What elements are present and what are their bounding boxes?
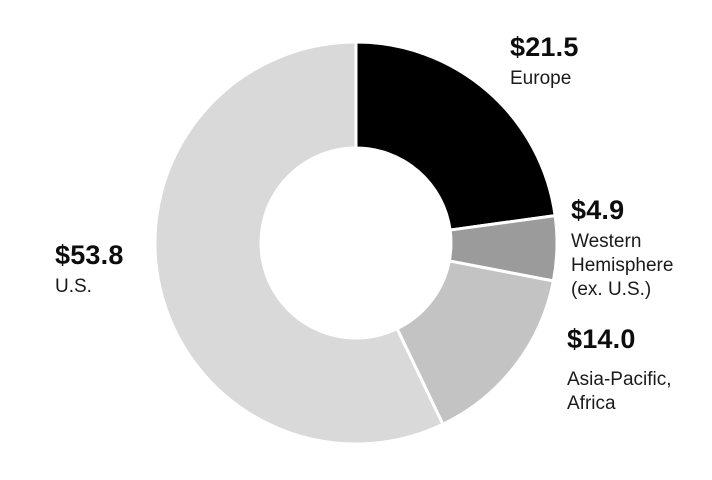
label-us-name: U.S. [55, 275, 92, 297]
label-asia-pacific-africa-name: Asia-Pacific, Africa [567, 368, 672, 414]
label-europe-name: Europe [510, 67, 572, 89]
donut-segment-us [153, 40, 445, 446]
label-western-hemisphere-name: Western Hemisphere (ex. U.S.) [571, 230, 674, 301]
label-asia-pacific-africa: $14.0 Asia-Pacific, Africa [567, 324, 672, 416]
label-asia-pacific-africa-value: $14.0 [567, 324, 636, 354]
label-europe-value: $21.5 [510, 32, 579, 62]
label-western-hemisphere: $4.9 Western Hemisphere (ex. U.S.) [571, 195, 674, 303]
label-us: $53.8 U.S. [55, 240, 124, 299]
label-western-hemisphere-value: $4.9 [571, 195, 625, 225]
donut-segment-asia-pacific-africa [395, 259, 555, 426]
donut-segment-europe [354, 40, 557, 232]
label-europe: $21.5 Europe [510, 32, 579, 91]
label-us-value: $53.8 [55, 240, 124, 270]
